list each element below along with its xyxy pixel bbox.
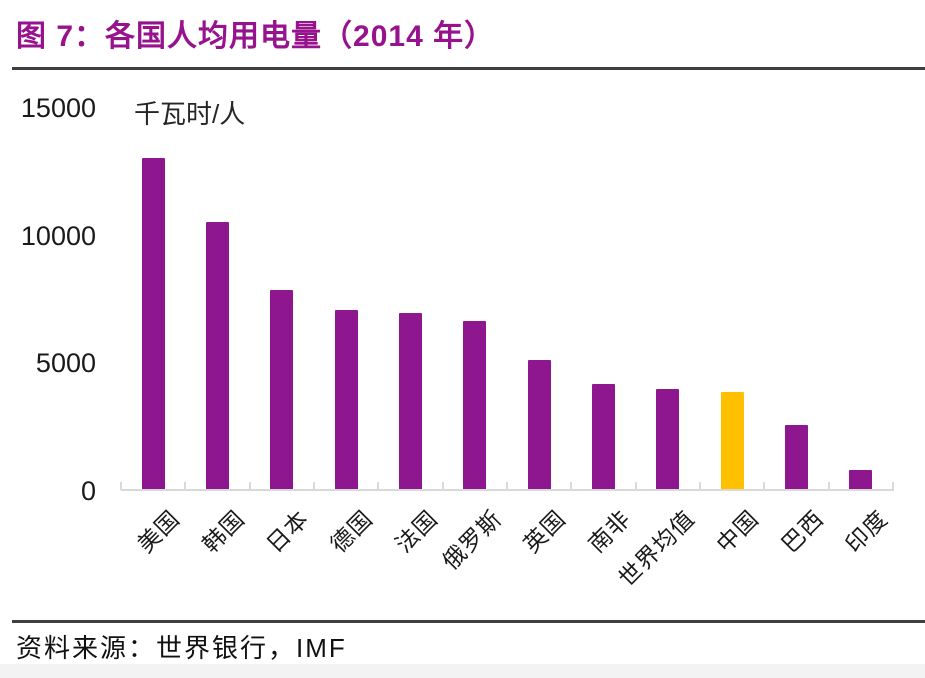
chart-bar-1 [141,158,165,490]
x-axis-label: 中国 [711,505,764,558]
x-axis-label: 俄罗斯 [437,505,507,575]
x-axis-tick [441,482,444,490]
x-axis-tick [506,482,508,490]
x-axis-label: 德国 [325,505,378,558]
y-axis-tick-label: 5000 [35,348,96,379]
chart-bar-2 [206,221,229,490]
x-axis-label: 英国 [518,505,571,558]
chart-bar-12 [849,469,873,490]
chart-bar-7 [527,359,551,490]
x-axis-tick [313,482,315,490]
chart-bar-5 [399,312,422,490]
chart-bar-8 [592,384,615,490]
x-axis-line [121,489,894,491]
x-axis-tick [699,482,701,490]
y-axis-tick-label: 10000 [20,220,96,251]
chart-bar-3 [270,289,294,490]
chart-bar-9 [656,389,680,490]
chart-bar-4 [334,309,358,490]
title-divider-line [12,67,925,70]
chart-bar-10 [720,391,744,490]
x-axis-tick [248,482,251,490]
x-axis-label: 印度 [840,505,893,558]
x-axis-tick [892,482,894,490]
x-axis-tick [634,482,637,490]
y-axis-tick-label: 0 [80,476,96,506]
figure-title: 图 7：各国人均用电量（2014 年） [16,20,496,53]
footer-divider-line [12,620,925,623]
x-axis-tick [570,482,573,490]
x-axis-tick [827,482,830,490]
y-axis-unit-label: 千瓦时/人 [134,99,246,129]
chart-bar-6 [463,321,487,490]
chart-bar-11 [785,424,808,490]
x-axis-label: 日本 [261,505,314,558]
x-axis-tick [184,482,187,490]
page-edge-strip [0,664,925,678]
source-note: 资料来源：世界银行，IMF [16,633,347,663]
x-axis-tick [763,482,766,490]
y-axis-tick-label: 15000 [20,93,96,123]
x-axis-label: 巴西 [775,505,829,558]
x-axis-tick [120,482,122,490]
x-axis-tick [377,482,380,490]
x-axis-label: 韩国 [196,505,250,558]
x-axis-label: 美国 [132,505,185,558]
